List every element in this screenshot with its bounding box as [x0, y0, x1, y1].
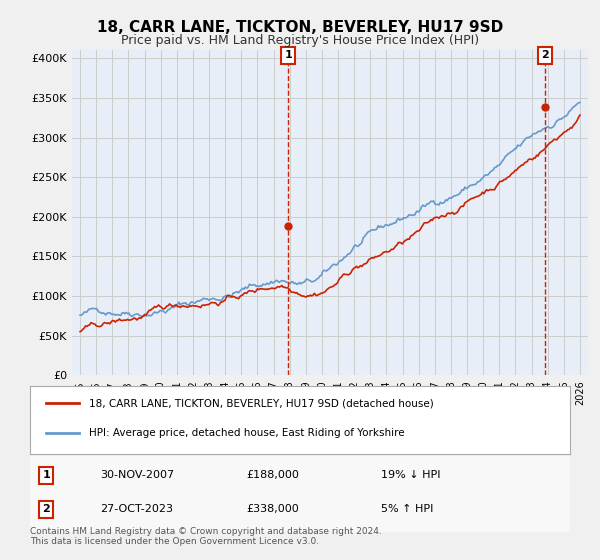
Text: 18, CARR LANE, TICKTON, BEVERLEY, HU17 9SD: 18, CARR LANE, TICKTON, BEVERLEY, HU17 9…	[97, 20, 503, 35]
Text: £188,000: £188,000	[246, 470, 299, 480]
Text: 19% ↓ HPI: 19% ↓ HPI	[381, 470, 440, 480]
Text: 18, CARR LANE, TICKTON, BEVERLEY, HU17 9SD (detached house): 18, CARR LANE, TICKTON, BEVERLEY, HU17 9…	[89, 398, 434, 408]
Text: Price paid vs. HM Land Registry's House Price Index (HPI): Price paid vs. HM Land Registry's House …	[121, 34, 479, 46]
Text: HPI: Average price, detached house, East Riding of Yorkshire: HPI: Average price, detached house, East…	[89, 428, 405, 438]
Text: 2: 2	[43, 505, 50, 514]
Text: 30-NOV-2007: 30-NOV-2007	[100, 470, 175, 480]
Text: Contains HM Land Registry data © Crown copyright and database right 2024.
This d: Contains HM Land Registry data © Crown c…	[30, 526, 382, 546]
Text: 1: 1	[43, 470, 50, 480]
Text: 2: 2	[541, 50, 549, 60]
Text: 5% ↑ HPI: 5% ↑ HPI	[381, 505, 433, 514]
Text: 1: 1	[284, 50, 292, 60]
Text: £338,000: £338,000	[246, 505, 299, 514]
Text: 27-OCT-2023: 27-OCT-2023	[100, 505, 173, 514]
